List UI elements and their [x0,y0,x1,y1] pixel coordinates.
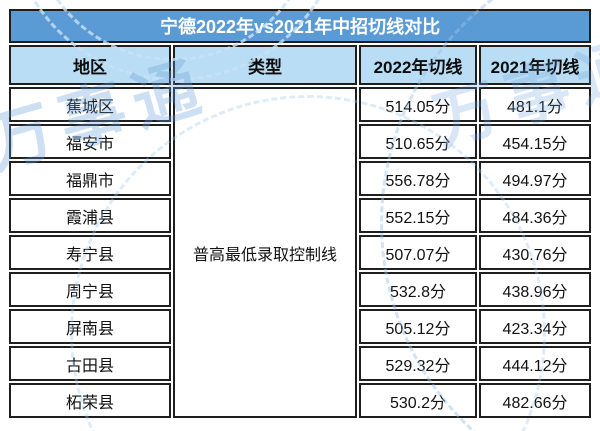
table-row: 柘荣县 530.2分 482.66分 [9,383,592,418]
score-2022-cell: 507.07分 [359,235,477,270]
score-2022-cell: 552.15分 [359,198,477,233]
region-cell: 周宁县 [9,272,171,307]
table-row: 霞浦县 552.15分 484.36分 [9,198,592,233]
region-cell: 屏南县 [9,309,171,344]
region-cell: 柘荣县 [9,383,171,418]
col-header-type: 类型 [173,45,357,85]
table-row: 寿宁县 507.07分 430.76分 [9,235,592,270]
score-2022-cell: 529.32分 [359,346,477,381]
table-row: 古田县 529.32分 444.12分 [9,346,592,381]
region-cell: 福鼎市 [9,161,171,196]
score-2021-cell: 484.36分 [479,198,592,233]
col-header-2021: 2021年切线 [479,45,592,85]
score-2021-cell: 444.12分 [479,346,592,381]
score-2022-cell: 514.05分 [359,87,477,122]
region-cell: 福安市 [9,124,171,159]
cutoff-table: 宁德2022年vs2021年中招切线对比 地区 类型 2022年切线 2021年… [7,7,593,420]
col-header-2022: 2022年切线 [359,45,477,85]
score-2021-cell: 494.97分 [479,161,592,196]
table-row: 福安市 510.65分 454.15分 [9,124,592,159]
table-row: 屏南县 505.12分 423.34分 [9,309,592,344]
score-2022-cell: 532.8分 [359,272,477,307]
type-merged-cell: 普高最低录取控制线 [173,87,357,418]
col-header-region: 地区 [9,45,171,85]
score-2022-cell: 530.2分 [359,383,477,418]
table-row: 福鼎市 556.78分 494.97分 [9,161,592,196]
table-title: 宁德2022年vs2021年中招切线对比 [9,9,592,43]
score-2021-cell: 438.96分 [479,272,592,307]
region-cell: 寿宁县 [9,235,171,270]
header-row: 地区 类型 2022年切线 2021年切线 [9,45,592,85]
score-2022-cell: 510.65分 [359,124,477,159]
score-2021-cell: 423.34分 [479,309,592,344]
score-2021-cell: 481.1分 [479,87,592,122]
score-2022-cell: 556.78分 [359,161,477,196]
score-2021-cell: 482.66分 [479,383,592,418]
title-row: 宁德2022年vs2021年中招切线对比 [9,9,592,43]
region-cell: 霞浦县 [9,198,171,233]
score-2021-cell: 430.76分 [479,235,592,270]
table-row: 蕉城区 普高最低录取控制线 514.05分 481.1分 [9,87,592,418]
region-cell: 古田县 [9,346,171,381]
region-cell: 蕉城区 [9,87,171,122]
score-2021-cell: 454.15分 [479,124,592,159]
table-row: 周宁县 532.8分 438.96分 [9,272,592,307]
score-2022-cell: 505.12分 [359,309,477,344]
